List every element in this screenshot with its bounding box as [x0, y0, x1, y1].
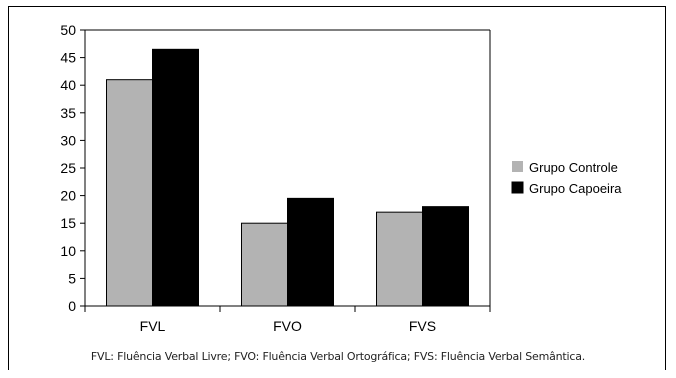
y-tick-label: 40: [60, 77, 76, 93]
bar-fvo-series-1: [287, 197, 334, 307]
y-tick-label: 20: [60, 188, 76, 204]
y-tick-label: 35: [60, 105, 76, 121]
bar-fvl-series-1: [152, 48, 199, 307]
x-category-label: FVS: [409, 318, 436, 334]
figure-caption: FVL: Fluência Verbal Livre; FVO: Fluênci…: [90, 350, 586, 363]
bar-fvl-series-0: [106, 79, 153, 307]
bar-fvs-series-0: [376, 211, 423, 307]
x-category-label: FVL: [140, 318, 166, 334]
legend-label: Grupo Capoeira: [529, 181, 622, 196]
legend-label: Grupo Controle: [529, 160, 618, 175]
legend: Grupo Controle Grupo Capoeira: [511, 160, 622, 196]
legend-swatch: [512, 161, 523, 172]
y-tick-label: 10: [60, 243, 76, 259]
x-axis-labels: FVL FVO FVS: [140, 318, 436, 334]
axes: [84, 29, 491, 312]
y-tick-label: 45: [60, 50, 76, 66]
y-axis-ticks: 0 5 10 15 20 25 30 35 40 45 50: [60, 22, 85, 314]
y-tick-label: 30: [60, 132, 76, 148]
y-tick-label: 5: [68, 270, 76, 286]
x-category-label: FVO: [273, 318, 302, 334]
y-tick-label: 0: [68, 298, 76, 314]
y-tick-label: 50: [60, 22, 76, 38]
bars: [106, 48, 469, 307]
legend-swatch: [511, 181, 524, 194]
bar-fvs-series-1: [422, 206, 469, 307]
bar-fvo-series-0: [241, 222, 288, 307]
figure-frame: [8, 6, 666, 370]
y-tick-label: 15: [60, 215, 76, 231]
y-tick-label: 25: [60, 160, 76, 176]
